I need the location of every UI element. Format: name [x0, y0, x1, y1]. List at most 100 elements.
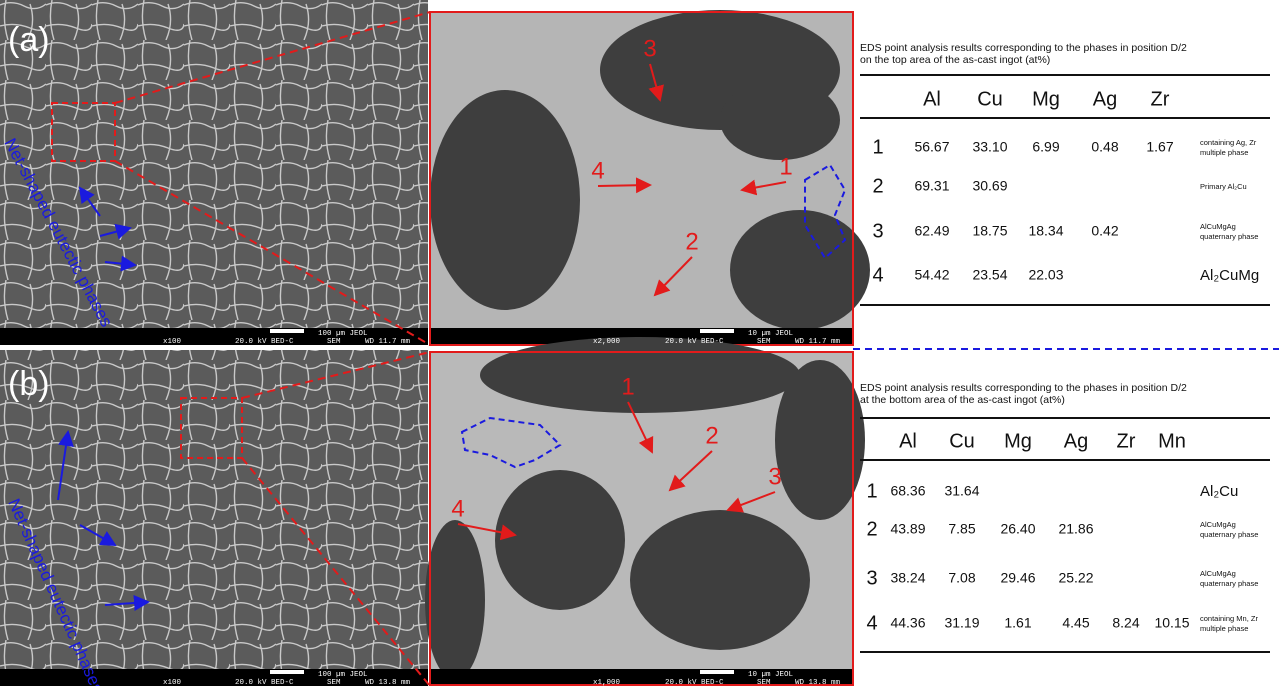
column-header: Al	[899, 430, 917, 452]
column-header: Cu	[977, 88, 1003, 110]
cell: 31.19	[944, 615, 979, 631]
row-id: 2	[872, 175, 883, 197]
grain	[720, 80, 840, 160]
cell: 25.22	[1058, 570, 1093, 586]
cell: 68.36	[890, 483, 925, 499]
scale-text: 10 µm JEOL	[748, 330, 794, 338]
row-note: quaternary phase	[1200, 232, 1258, 241]
table-caption: EDS point analysis results corresponding…	[860, 42, 1187, 54]
column-header: Zr	[1151, 88, 1170, 110]
cell: 23.54	[972, 267, 1007, 283]
point-label: 2	[705, 422, 718, 449]
point-label: 4	[451, 495, 464, 522]
row-note: Al₂CuMg	[1200, 267, 1259, 284]
cell: 31.64	[944, 483, 979, 499]
row-id: 3	[866, 567, 877, 589]
working-distance: WD 13.8 mm	[795, 679, 841, 686]
working-distance: WD 11.7 mm	[365, 338, 411, 346]
grain	[730, 210, 870, 330]
row-note: AlCuMgAg	[1200, 222, 1236, 231]
cell: 1.61	[1004, 615, 1031, 631]
cell: 33.10	[972, 139, 1007, 155]
row-note: Primary Al₂Cu	[1200, 182, 1247, 191]
cell: 18.75	[972, 223, 1007, 239]
cell: 7.85	[948, 521, 975, 537]
scale-bar	[700, 670, 734, 674]
column-header: Mg	[1032, 88, 1060, 110]
scale-text: 100 µm JEOL	[318, 671, 368, 679]
column-header: Zr	[1117, 430, 1136, 452]
mode: SEM	[757, 679, 771, 686]
table-caption: at the bottom area of the as-cast ingot …	[860, 394, 1065, 406]
cell: 0.42	[1091, 223, 1118, 239]
column-header: Mn	[1158, 430, 1186, 452]
row-id: 4	[872, 264, 883, 286]
cell: 54.42	[914, 267, 949, 283]
row-id: 4	[866, 612, 877, 634]
cell: 6.99	[1032, 139, 1059, 155]
sem-image	[0, 0, 428, 328]
row-id: 3	[872, 220, 883, 242]
row-note: quaternary phase	[1200, 579, 1258, 588]
voltage: 20.0 kV BED-C	[665, 338, 724, 346]
row-note: containing Mn, Zr	[1200, 614, 1258, 623]
mode: SEM	[327, 338, 341, 346]
column-header: Ag	[1064, 430, 1088, 452]
column-header: Al	[923, 88, 941, 110]
point-arrow	[598, 185, 650, 186]
scale-bar	[270, 670, 304, 674]
cell: 4.45	[1062, 615, 1089, 631]
mode: SEM	[327, 679, 341, 686]
row-id: 1	[872, 136, 883, 158]
table-caption: EDS point analysis results corresponding…	[860, 382, 1187, 394]
table-caption: on the top area of the as-cast ingot (at…	[860, 54, 1050, 66]
cell: 1.67	[1146, 139, 1173, 155]
point-label: 4	[591, 157, 604, 184]
row-note: quaternary phase	[1200, 530, 1258, 539]
cell: 21.86	[1058, 521, 1093, 537]
scale-bar	[270, 329, 304, 333]
cell: 69.31	[914, 178, 949, 194]
magnification: x100	[163, 338, 182, 346]
grain	[495, 470, 625, 610]
column-header: Ag	[1093, 88, 1117, 110]
figure: (a)Net-shaped eutectic phases100 µm JEOL…	[0, 0, 1279, 686]
scale-bar	[700, 329, 734, 333]
working-distance: WD 11.7 mm	[795, 338, 841, 346]
cell: 38.24	[890, 570, 925, 586]
grain	[775, 360, 865, 520]
grain	[480, 337, 800, 413]
scale-text: 100 µm JEOL	[318, 330, 368, 338]
row-note: multiple phase	[1200, 148, 1248, 157]
row-id: 1	[866, 480, 877, 502]
cell: 22.03	[1028, 267, 1063, 283]
voltage: 20.0 kV BED-C	[235, 338, 294, 346]
cell: 0.48	[1091, 139, 1118, 155]
cell: 26.40	[1000, 521, 1035, 537]
cell: 10.15	[1154, 615, 1189, 631]
voltage: 20.0 kV BED-C	[665, 679, 724, 686]
magnification: x100	[163, 679, 182, 686]
cell: 56.67	[914, 139, 949, 155]
point-label: 1	[621, 373, 634, 400]
mode: SEM	[757, 338, 771, 346]
point-label: 2	[685, 228, 698, 255]
scale-text: 10 µm JEOL	[748, 671, 794, 679]
cell: 43.89	[890, 521, 925, 537]
point-label: 3	[768, 463, 781, 490]
magnification: x2,000	[593, 338, 621, 346]
grain	[630, 510, 810, 650]
voltage: 20.0 kV BED-C	[235, 679, 294, 686]
grain	[430, 90, 580, 310]
row-note: containing Ag, Zr	[1200, 138, 1257, 147]
cell: 18.34	[1028, 223, 1063, 239]
panel-label: (a)	[8, 21, 50, 59]
row-note: multiple phase	[1200, 624, 1248, 633]
row-id: 2	[866, 518, 877, 540]
point-label: 1	[779, 153, 792, 180]
row-note: AlCuMgAg	[1200, 569, 1236, 578]
cell: 62.49	[914, 223, 949, 239]
cell: 8.24	[1112, 615, 1139, 631]
column-header: Cu	[949, 430, 975, 452]
panel-label: (b)	[8, 365, 50, 403]
